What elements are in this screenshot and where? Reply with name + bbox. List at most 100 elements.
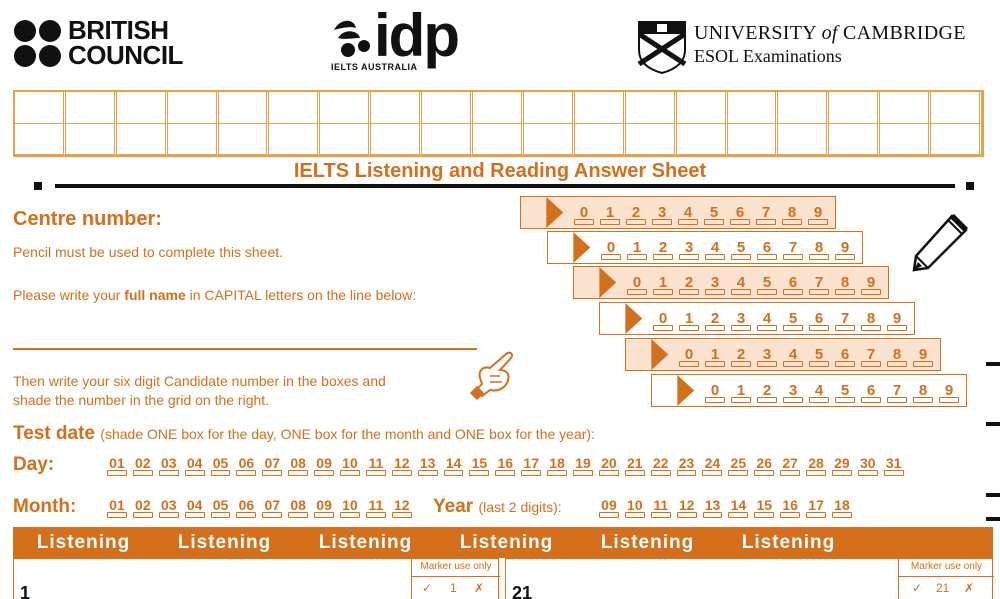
candidate-digit-bubble[interactable]: 4 xyxy=(780,346,806,367)
day-option[interactable]: 13 xyxy=(415,455,441,476)
day-option[interactable]: 04 xyxy=(182,455,208,476)
candidate-digit-bubble[interactable]: 8 xyxy=(884,346,910,367)
day-option[interactable]: 18 xyxy=(544,455,570,476)
month-option[interactable]: 07 xyxy=(259,497,285,518)
candidate-digit-bubble[interactable]: 5 xyxy=(754,274,780,295)
full-name-line[interactable] xyxy=(13,348,477,350)
candidate-digit-bubble[interactable]: 3 xyxy=(676,239,702,260)
candidate-digit-bubble[interactable]: 0 xyxy=(624,274,650,295)
name-character-box[interactable] xyxy=(371,92,423,124)
day-option[interactable]: 30 xyxy=(855,455,881,476)
candidate-digit-bubble[interactable]: 1 xyxy=(624,239,650,260)
year-option[interactable]: 10 xyxy=(622,497,648,518)
candidate-digit-bubble[interactable]: 6 xyxy=(806,310,832,331)
name-character-box[interactable] xyxy=(422,92,474,124)
candidate-digit-bubble[interactable]: 9 xyxy=(858,274,884,295)
candidate-digit-bubble[interactable]: 4 xyxy=(675,204,701,225)
name-character-box[interactable] xyxy=(65,92,117,124)
candidate-digit-bubble[interactable]: 1 xyxy=(702,346,728,367)
marker-cross[interactable]: ✗ xyxy=(964,581,975,595)
candidate-digit-bubble[interactable]: 4 xyxy=(728,274,754,295)
candidate-digit-bubble[interactable]: 9 xyxy=(910,346,936,367)
name-character-box[interactable] xyxy=(218,123,270,155)
candidate-digit-bubble[interactable]: 8 xyxy=(806,239,832,260)
day-option[interactable]: 17 xyxy=(518,455,544,476)
month-option[interactable]: 04 xyxy=(182,497,208,518)
candidate-digit-bubble[interactable]: 6 xyxy=(780,274,806,295)
name-character-box[interactable] xyxy=(320,123,372,155)
candidate-digit-bubble[interactable]: 7 xyxy=(753,204,779,225)
marker-tick[interactable]: ✓ xyxy=(912,581,923,595)
candidate-digit-bubble[interactable]: 4 xyxy=(702,239,728,260)
name-character-grid[interactable] xyxy=(13,90,984,157)
name-character-box[interactable] xyxy=(269,92,321,124)
name-character-box[interactable] xyxy=(15,123,66,155)
candidate-digit-bubble[interactable]: 2 xyxy=(702,310,728,331)
name-character-box[interactable] xyxy=(574,123,626,155)
candidate-digit-bubble[interactable]: 4 xyxy=(806,382,832,403)
candidate-digit-bubble[interactable]: 1 xyxy=(676,310,702,331)
day-option[interactable]: 07 xyxy=(259,455,285,476)
candidate-digit-bubble[interactable]: 8 xyxy=(910,382,936,403)
name-character-box[interactable] xyxy=(574,92,626,124)
name-character-box[interactable] xyxy=(829,92,881,124)
month-option[interactable]: 09 xyxy=(311,497,337,518)
day-option[interactable]: 29 xyxy=(829,455,855,476)
day-option[interactable]: 24 xyxy=(699,455,725,476)
candidate-digit-bubble[interactable]: 6 xyxy=(858,382,884,403)
candidate-digit-bubble[interactable]: 6 xyxy=(832,346,858,367)
candidate-digit-bubble[interactable]: 3 xyxy=(728,310,754,331)
name-character-box[interactable] xyxy=(15,92,66,124)
name-character-box[interactable] xyxy=(676,123,728,155)
month-option[interactable]: 11 xyxy=(363,497,389,518)
candidate-digit-bubble[interactable]: 1 xyxy=(728,382,754,403)
candidate-digit-bubble[interactable]: 5 xyxy=(701,204,727,225)
candidate-digit-bubble[interactable]: 9 xyxy=(805,204,831,225)
candidate-digit-bubble[interactable]: 0 xyxy=(571,204,597,225)
candidate-digit-bubble[interactable]: 5 xyxy=(832,382,858,403)
name-character-box[interactable] xyxy=(473,123,524,155)
candidate-digit-bubble[interactable]: 7 xyxy=(832,310,858,331)
day-option[interactable]: 14 xyxy=(441,455,467,476)
name-character-box[interactable] xyxy=(473,92,524,124)
day-option[interactable]: 23 xyxy=(674,455,700,476)
name-character-box[interactable] xyxy=(778,123,830,155)
name-character-box[interactable] xyxy=(727,92,779,124)
day-option[interactable]: 22 xyxy=(648,455,674,476)
name-character-box[interactable] xyxy=(320,92,372,124)
answer-box-21[interactable]: 21 Marker use only ✓ 21 ✗ xyxy=(505,558,994,599)
day-option[interactable]: 25 xyxy=(725,455,751,476)
marker-tick[interactable]: ✓ xyxy=(422,581,433,595)
month-option[interactable]: 05 xyxy=(208,497,234,518)
month-option[interactable]: 06 xyxy=(233,497,259,518)
name-character-box[interactable] xyxy=(523,123,575,155)
candidate-digit-bubble[interactable]: 5 xyxy=(806,346,832,367)
candidate-digit-bubble[interactable]: 2 xyxy=(728,346,754,367)
candidate-digit-bubble[interactable]: 1 xyxy=(597,204,623,225)
year-option[interactable]: 15 xyxy=(751,497,777,518)
name-character-box[interactable] xyxy=(778,92,830,124)
year-option[interactable]: 18 xyxy=(829,497,855,518)
name-character-box[interactable] xyxy=(65,123,117,155)
day-option[interactable]: 21 xyxy=(622,455,648,476)
year-option[interactable]: 17 xyxy=(803,497,829,518)
day-option[interactable]: 12 xyxy=(389,455,415,476)
candidate-digit-bubble[interactable]: 8 xyxy=(779,204,805,225)
year-option[interactable]: 16 xyxy=(777,497,803,518)
day-option[interactable]: 27 xyxy=(777,455,803,476)
day-option[interactable]: 19 xyxy=(570,455,596,476)
candidate-digit-bubble[interactable]: 8 xyxy=(832,274,858,295)
name-character-box[interactable] xyxy=(625,92,677,124)
year-option[interactable]: 14 xyxy=(725,497,751,518)
name-character-box[interactable] xyxy=(880,123,932,155)
name-character-box[interactable] xyxy=(931,92,982,124)
day-option[interactable]: 03 xyxy=(156,455,182,476)
candidate-digit-bubble[interactable]: 2 xyxy=(623,204,649,225)
month-option[interactable]: 08 xyxy=(285,497,311,518)
name-character-box[interactable] xyxy=(727,123,779,155)
name-character-box[interactable] xyxy=(269,123,321,155)
name-character-box[interactable] xyxy=(625,123,677,155)
candidate-digit-bubble[interactable]: 4 xyxy=(754,310,780,331)
candidate-digit-bubble[interactable]: 3 xyxy=(649,204,675,225)
name-character-box[interactable] xyxy=(167,123,219,155)
